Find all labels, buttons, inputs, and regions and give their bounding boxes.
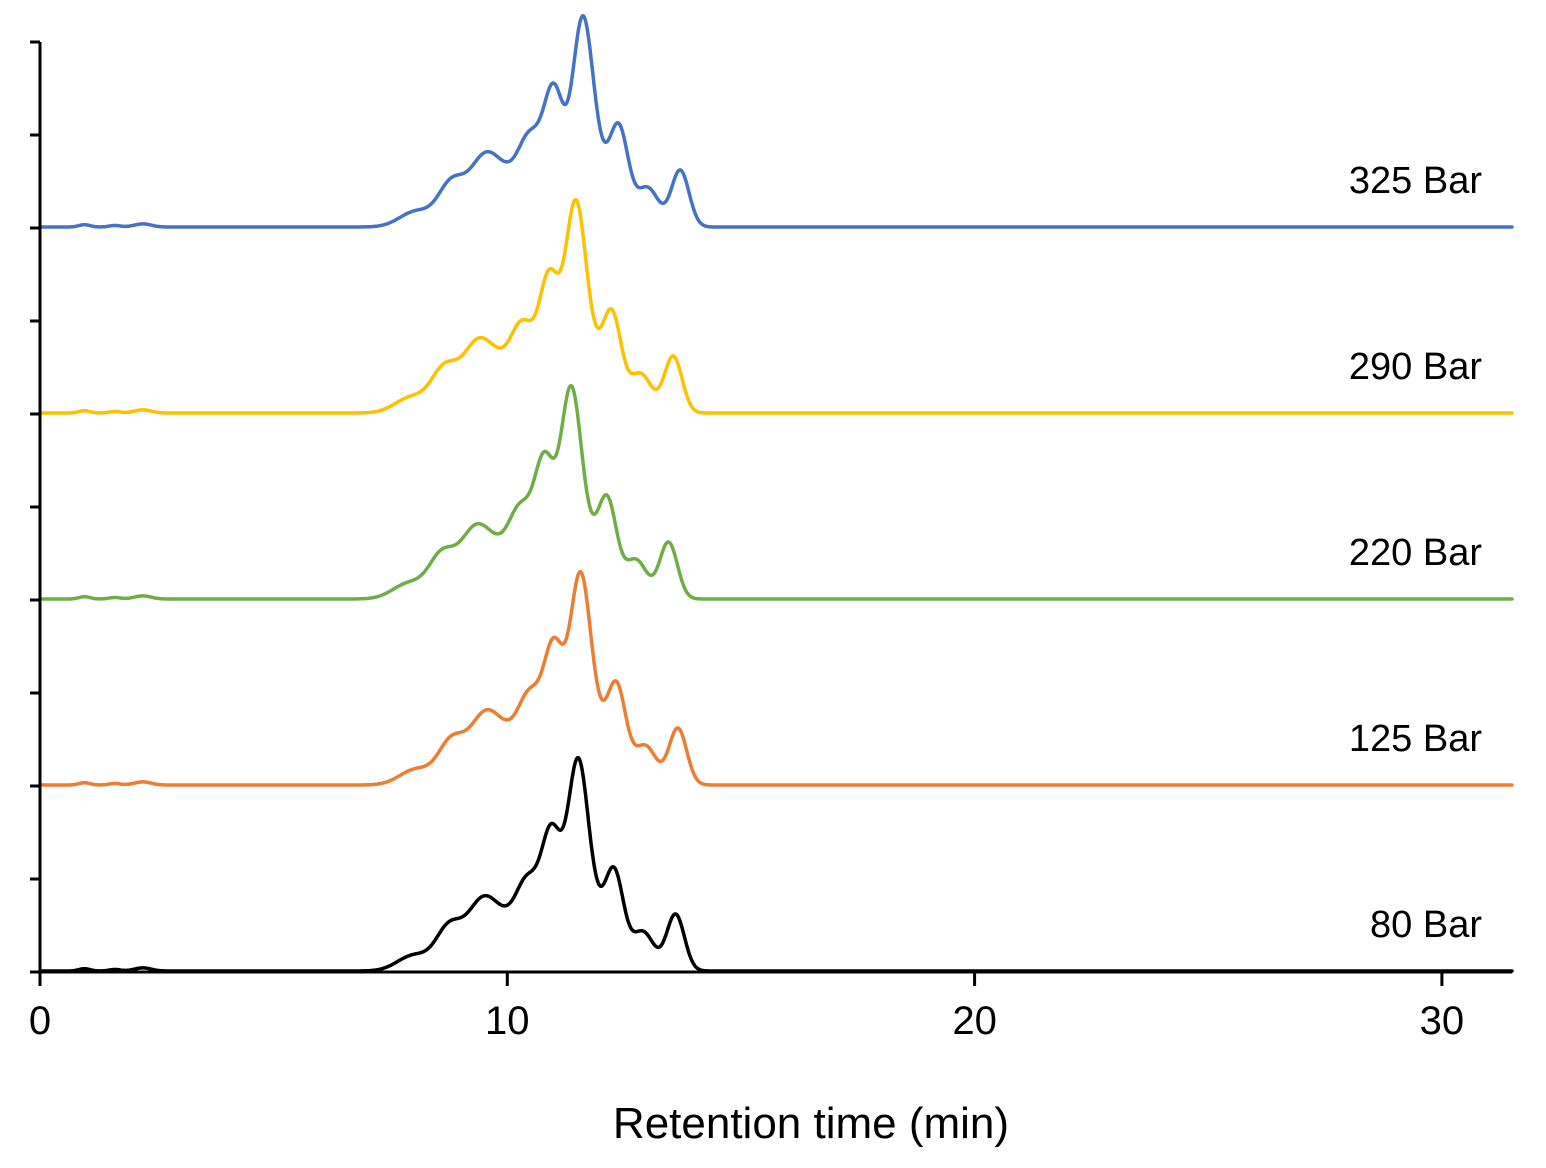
x-axis-title: Retention time (min): [613, 1099, 1009, 1148]
trace-125-bar: [38, 569, 1514, 787]
x-tick-label: 30: [1420, 999, 1465, 1043]
x-tick-label: 20: [952, 999, 997, 1043]
trace-325-bar: [38, 14, 1514, 229]
x-tick-label: 0: [29, 999, 51, 1043]
trace-220-bar: [38, 383, 1514, 601]
x-tick-label: 10: [485, 999, 530, 1043]
x-ticks: 0 10 20 30: [29, 972, 1464, 1043]
trace-290-bar: [38, 197, 1514, 415]
series-label-290-bar: 290 Bar: [1349, 346, 1482, 388]
series-label-325-bar: 325 Bar: [1349, 160, 1482, 202]
y-ticks: [30, 40, 40, 974]
axes-layer: 0 10 20 30: [29, 40, 1512, 1043]
series-label-80-bar: 80 Bar: [1370, 904, 1482, 946]
series-labels: 80 Bar 125 Bar 220 Bar 290 Bar 325 Bar: [1349, 160, 1482, 946]
series-label-125-bar: 125 Bar: [1349, 718, 1482, 760]
series-label-220-bar: 220 Bar: [1349, 532, 1482, 574]
traces-layer: [38, 14, 1514, 973]
trace-80-bar: [38, 755, 1514, 973]
